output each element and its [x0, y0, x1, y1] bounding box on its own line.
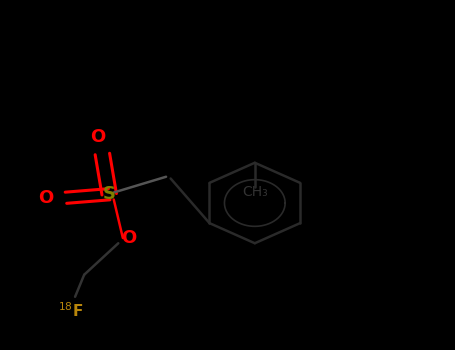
Text: S: S: [103, 185, 116, 203]
Text: CH₃: CH₃: [242, 186, 268, 199]
Text: O: O: [90, 127, 106, 146]
Text: $^{18}$F: $^{18}$F: [58, 301, 83, 320]
Text: O: O: [38, 189, 53, 207]
Text: O: O: [121, 229, 136, 247]
